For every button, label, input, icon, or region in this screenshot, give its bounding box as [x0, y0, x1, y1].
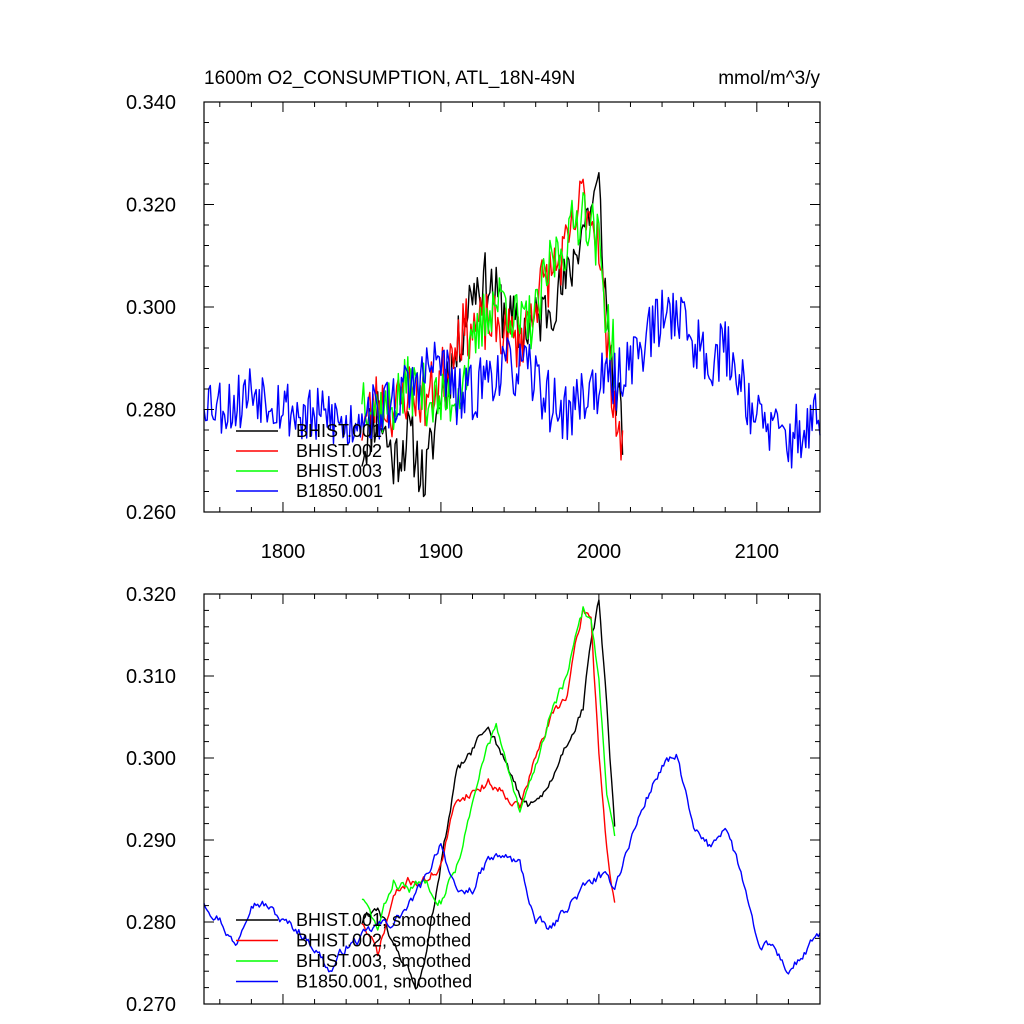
top-chart-title: 1600m O2_CONSUMPTION, ATL_18N-49N: [204, 68, 575, 89]
legend-label-bhist-003: BHIST.003: [296, 461, 382, 481]
series-line-bhist-001: [361, 171, 624, 498]
x-tick-label: 1800: [261, 541, 306, 563]
x-tick-label: 1900: [419, 541, 464, 563]
legend-label-bhist-001-smoothed: BHIST.001, smoothed: [296, 910, 471, 930]
series-line-b1850-001: [203, 289, 821, 469]
legend-label-bhist-003-smoothed: BHIST.003, smoothed: [296, 951, 471, 971]
top-chart-units: mmol/m^3/y: [718, 68, 820, 89]
legend-label-b1850-001-smoothed: B1850.001, smoothed: [296, 972, 472, 992]
y-tick-label: 0.340: [126, 92, 176, 114]
y-tick-label: 0.260: [126, 502, 176, 524]
bottom-y-tick-labels: 0.270 0.280 0.290 0.300 0.310 0.320: [126, 584, 176, 1016]
y-tick-label: 0.300: [126, 297, 176, 319]
top-legend: BHIST.001 BHIST.002 BHIST.003 B1850.001: [236, 421, 383, 501]
bottom-series-layer: [203, 599, 821, 990]
legend-label-bhist-001: BHIST.001: [296, 421, 382, 441]
series-line-bhist-001-smoothed: [361, 599, 616, 990]
y-tick-label: 0.280: [126, 912, 176, 934]
y-tick-label: 0.320: [126, 195, 176, 217]
bottom-axis-ticks: [204, 593, 821, 1005]
series-line-b1850-001-smoothed: [203, 753, 821, 975]
bottom-plot-frame: [203, 593, 821, 1005]
legend-label-b1850-001: B1850.001: [296, 481, 383, 501]
top-chart-panel: 1600m O2_CONSUMPTION, ATL_18N-49N mmol/m…: [126, 68, 821, 563]
top-y-tick-labels: 0.260 0.280 0.300 0.320 0.340: [126, 92, 176, 524]
top-axis-ticks: [204, 101, 821, 513]
top-x-tick-labels: 1800 1900 2000 2100: [261, 541, 779, 563]
legend-label-bhist-002: BHIST.002: [296, 441, 382, 461]
y-tick-label: 0.270: [126, 994, 176, 1016]
y-tick-label: 0.300: [126, 748, 176, 770]
y-tick-label: 0.280: [126, 400, 176, 422]
legend-label-bhist-002-smoothed: BHIST.002, smoothed: [296, 931, 471, 951]
series-line-bhist-002-smoothed: [361, 607, 616, 957]
series-line-bhist-003-smoothed: [361, 606, 616, 931]
y-tick-label: 0.320: [126, 584, 176, 606]
y-tick-label: 0.290: [126, 830, 176, 852]
bottom-chart-panel: 0.270 0.280 0.290 0.300 0.310 0.320 BHIS…: [126, 584, 821, 1016]
x-tick-label: 2000: [577, 541, 622, 563]
top-series-layer: [203, 171, 821, 498]
bottom-legend: BHIST.001, smoothed BHIST.002, smoothed …: [236, 910, 472, 992]
x-tick-label: 2100: [735, 541, 780, 563]
y-tick-label: 0.310: [126, 666, 176, 688]
